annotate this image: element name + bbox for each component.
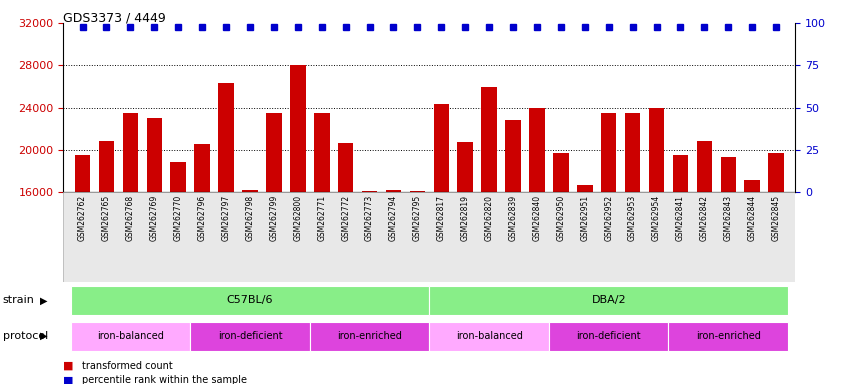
Bar <box>314 113 329 192</box>
FancyBboxPatch shape <box>668 321 788 351</box>
Bar <box>433 104 449 192</box>
Text: strain: strain <box>3 295 35 306</box>
Text: ▶: ▶ <box>41 295 47 306</box>
Text: GSM262843: GSM262843 <box>724 195 733 241</box>
Bar <box>74 155 91 192</box>
Text: iron-balanced: iron-balanced <box>456 331 523 341</box>
Bar <box>721 157 736 192</box>
Text: GSM262773: GSM262773 <box>365 195 374 241</box>
Bar <box>362 191 377 192</box>
Bar <box>768 153 784 192</box>
Text: ■: ■ <box>63 361 74 371</box>
Text: GSM262841: GSM262841 <box>676 195 685 241</box>
Text: GSM262762: GSM262762 <box>78 195 87 241</box>
Text: transformed count: transformed count <box>82 361 173 371</box>
Bar <box>673 155 689 192</box>
Text: GSM262845: GSM262845 <box>772 195 781 241</box>
Text: percentile rank within the sample: percentile rank within the sample <box>82 375 247 384</box>
Text: GSM262820: GSM262820 <box>485 195 493 241</box>
Bar <box>195 144 210 192</box>
Bar <box>625 113 640 192</box>
Text: GSM262953: GSM262953 <box>628 195 637 241</box>
FancyBboxPatch shape <box>549 321 668 351</box>
Bar <box>409 191 426 192</box>
Text: GSM262765: GSM262765 <box>102 195 111 241</box>
Text: GSM262799: GSM262799 <box>269 195 278 241</box>
Text: GSM262952: GSM262952 <box>604 195 613 241</box>
Bar <box>266 113 282 192</box>
Text: ■: ■ <box>63 375 74 384</box>
FancyBboxPatch shape <box>429 321 549 351</box>
Bar <box>481 88 497 192</box>
FancyBboxPatch shape <box>190 321 310 351</box>
Text: GSM262951: GSM262951 <box>580 195 590 241</box>
Bar <box>696 141 712 192</box>
Text: iron-enriched: iron-enriched <box>337 331 402 341</box>
Text: GSM262794: GSM262794 <box>389 195 398 241</box>
Bar <box>505 120 521 192</box>
Text: GSM262768: GSM262768 <box>126 195 135 241</box>
Bar <box>170 162 186 192</box>
Text: GSM262771: GSM262771 <box>317 195 327 241</box>
Text: GSM262769: GSM262769 <box>150 195 159 241</box>
Text: DBA/2: DBA/2 <box>591 295 626 306</box>
Text: C57BL/6: C57BL/6 <box>227 295 273 306</box>
Text: iron-deficient: iron-deficient <box>576 331 641 341</box>
Bar <box>577 185 592 192</box>
Bar <box>123 113 138 192</box>
Bar <box>99 141 114 192</box>
Text: GSM262798: GSM262798 <box>245 195 255 241</box>
FancyBboxPatch shape <box>63 192 795 282</box>
Bar <box>458 142 473 192</box>
Bar <box>218 83 233 192</box>
Bar <box>242 190 258 192</box>
Text: GSM262950: GSM262950 <box>557 195 565 241</box>
Bar <box>601 113 617 192</box>
Text: GSM262839: GSM262839 <box>508 195 518 241</box>
Text: GSM262840: GSM262840 <box>532 195 541 241</box>
FancyBboxPatch shape <box>429 286 788 315</box>
Text: GSM262817: GSM262817 <box>437 195 446 241</box>
Text: GSM262797: GSM262797 <box>222 195 231 241</box>
Text: iron-deficient: iron-deficient <box>217 331 283 341</box>
Text: GSM262770: GSM262770 <box>173 195 183 241</box>
Text: GSM262795: GSM262795 <box>413 195 422 241</box>
Text: ▶: ▶ <box>41 331 47 341</box>
Text: GDS3373 / 4449: GDS3373 / 4449 <box>63 12 166 25</box>
Text: GSM262844: GSM262844 <box>748 195 756 241</box>
Text: GSM262796: GSM262796 <box>198 195 206 241</box>
Bar <box>553 153 569 192</box>
Text: protocol: protocol <box>3 331 47 341</box>
Bar <box>649 108 664 192</box>
Text: iron-balanced: iron-balanced <box>97 331 164 341</box>
Text: GSM262842: GSM262842 <box>700 195 709 241</box>
Bar <box>386 190 401 192</box>
Text: GSM262772: GSM262772 <box>341 195 350 241</box>
Text: iron-enriched: iron-enriched <box>696 331 761 341</box>
Text: GSM262800: GSM262800 <box>294 195 302 241</box>
Bar <box>530 108 545 192</box>
Text: GSM262819: GSM262819 <box>461 195 470 241</box>
Text: GSM262954: GSM262954 <box>652 195 661 241</box>
FancyBboxPatch shape <box>70 321 190 351</box>
Bar <box>744 180 760 192</box>
Bar <box>338 144 354 192</box>
FancyBboxPatch shape <box>70 286 429 315</box>
Bar <box>146 118 162 192</box>
FancyBboxPatch shape <box>310 321 429 351</box>
Bar <box>290 65 305 192</box>
